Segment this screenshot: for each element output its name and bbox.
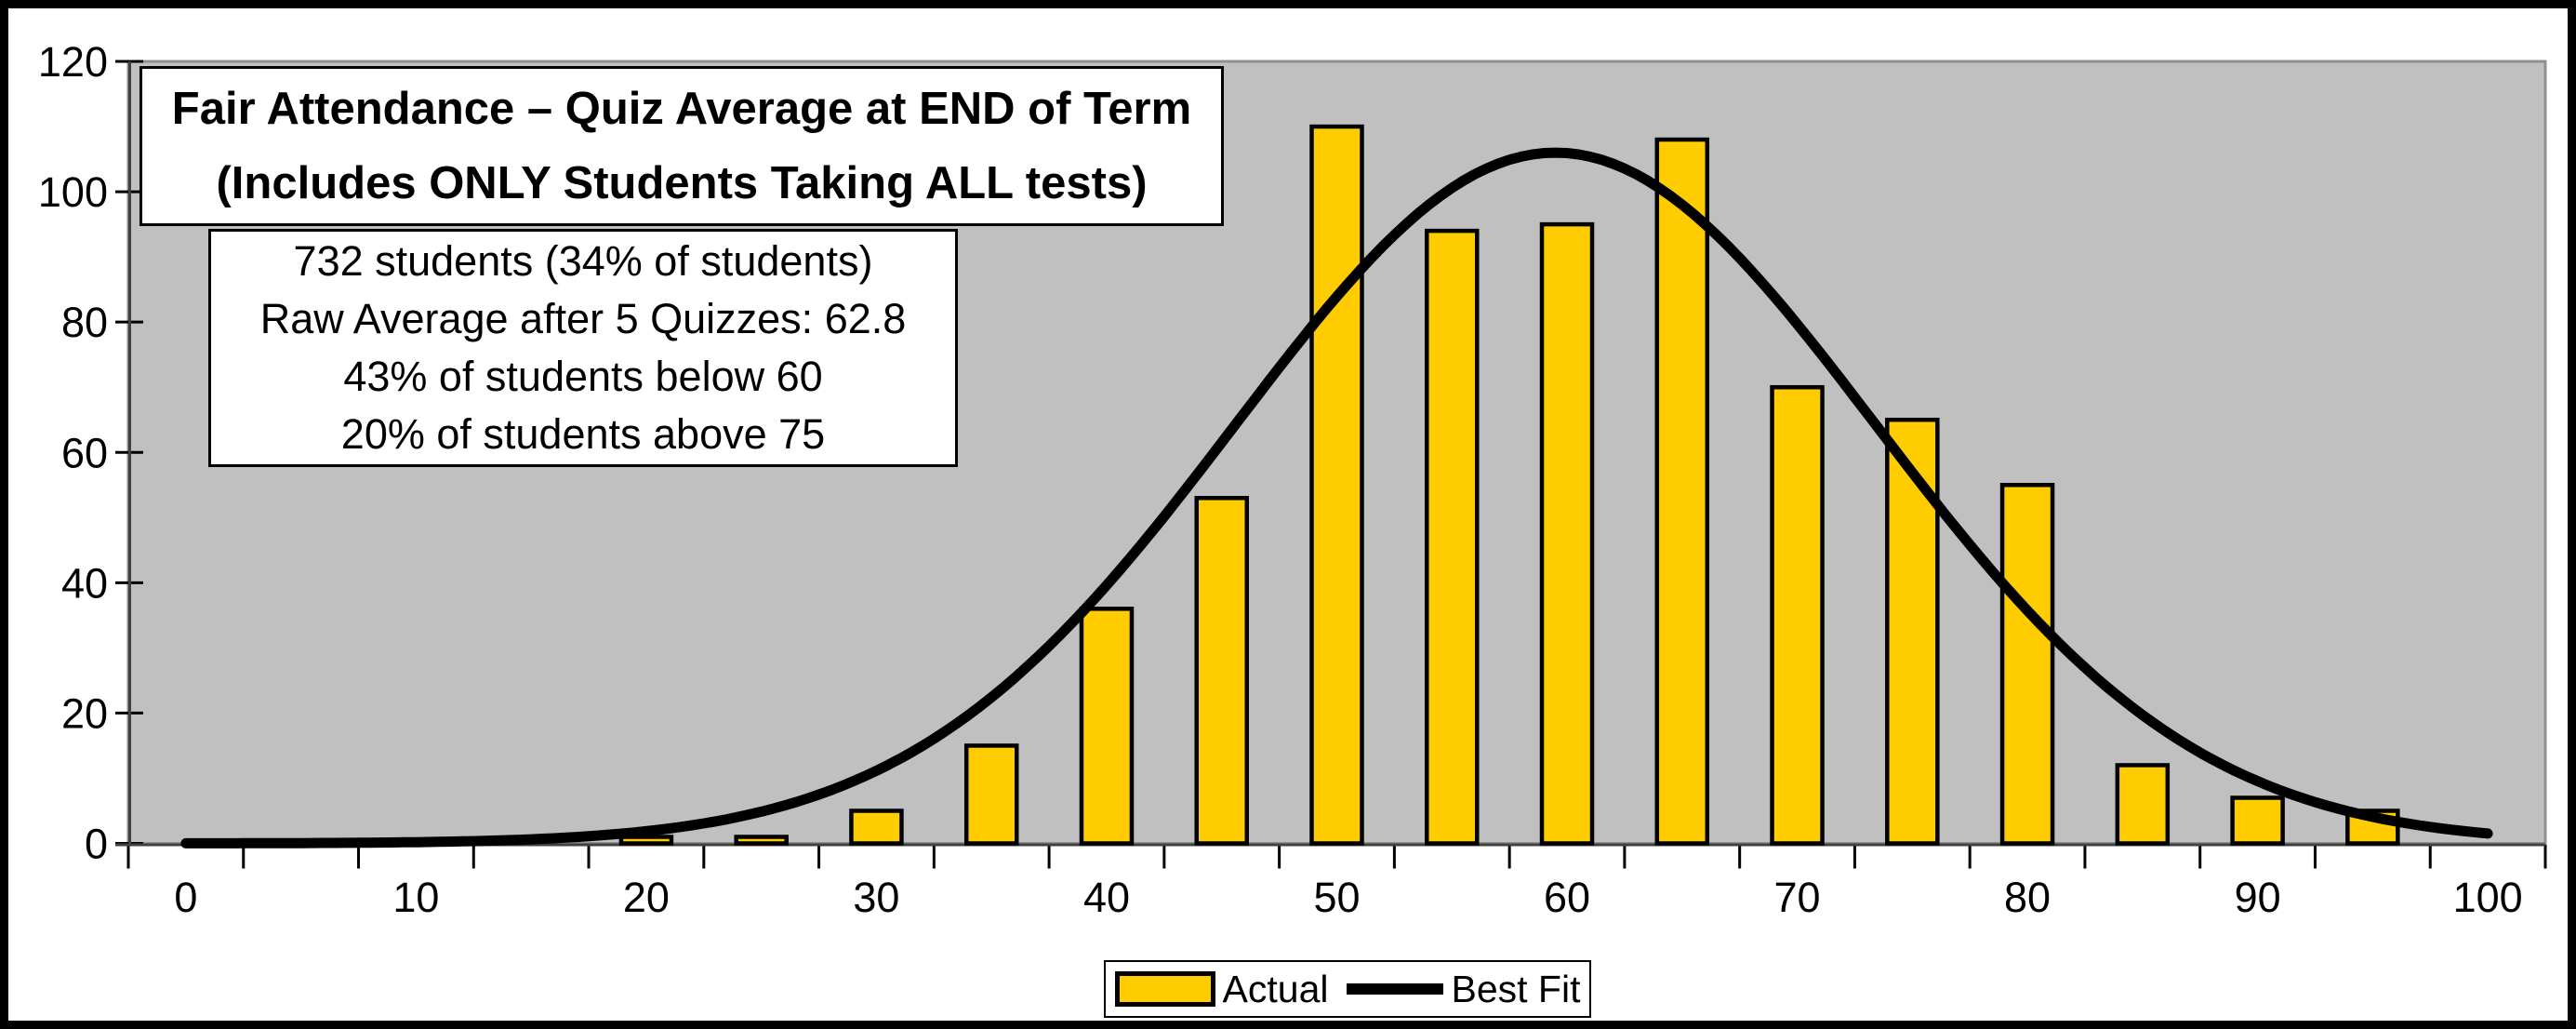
- x-axis-tick-label: 100: [2453, 874, 2523, 921]
- chart-title-box: Fair Attendance – Quiz Average at END of…: [139, 66, 1224, 226]
- stats-line-students: 732 students (34% of students): [293, 237, 873, 285]
- y-axis-tick-label: 40: [61, 559, 108, 607]
- x-axis-tick-label: 80: [2004, 874, 2051, 921]
- actual-bar: [1999, 483, 2055, 846]
- x-axis-tick-label: 60: [1544, 874, 1590, 921]
- actual-bar: [1539, 221, 1595, 846]
- best-fit-curve: [180, 147, 2493, 849]
- actual-bar: [1654, 137, 1710, 846]
- x-axis-tick-label: 10: [392, 874, 439, 921]
- actual-bar: [1309, 124, 1364, 846]
- stats-line-raw-average: Raw Average after 5 Quizzes: 62.8: [259, 295, 907, 342]
- actual-bar: [1079, 607, 1135, 846]
- actual-bar: [734, 835, 789, 846]
- chart-title-line2: (Includes ONLY Students Taking ALL tests…: [216, 158, 1148, 208]
- stats-line-below-60: 43% of students below 60: [343, 353, 823, 400]
- x-axis-tick-label: 20: [623, 874, 670, 921]
- actual-bar: [618, 835, 674, 846]
- x-axis-tick-label: 90: [2235, 874, 2281, 921]
- legend: Actual Best Fit: [1104, 960, 1591, 1018]
- y-axis-tick-label: 0: [85, 821, 108, 868]
- actual-bar: [963, 743, 1019, 846]
- stats-annotation-box: 732 students (34% of students) Raw Avera…: [208, 229, 958, 467]
- legend-actual-label: Actual: [1222, 967, 1329, 1010]
- actual-bar: [2115, 763, 2171, 846]
- legend-actual-swatch-icon: [1114, 971, 1215, 1007]
- x-axis-tick-label: 30: [853, 874, 899, 921]
- x-axis-tick-label: 0: [174, 874, 197, 921]
- actual-bar: [1194, 496, 1249, 846]
- y-axis-tick-label: 100: [38, 168, 108, 216]
- y-axis-tick-label: 60: [61, 429, 108, 476]
- x-axis-tick-label: 70: [1774, 874, 1821, 921]
- y-axis-tick-label: 80: [61, 299, 108, 346]
- chart-canvas: 0 20 40 60 80 100 120 0 10 20 30 40 50 60 70 80 90 100: [38, 38, 2547, 921]
- x-axis-tick-label: 50: [1313, 874, 1360, 921]
- legend-best-fit-line-icon: [1347, 983, 1444, 995]
- actual-bar: [2230, 795, 2285, 846]
- chart-title-line1: Fair Attendance – Quiz Average at END of…: [171, 84, 1192, 134]
- actual-bar: [1770, 384, 1825, 846]
- y-axis-tick-label: 120: [38, 38, 108, 86]
- actual-bar: [849, 808, 904, 846]
- y-axis-tick-label: 20: [61, 689, 108, 737]
- stats-line-above-75: 20% of students above 75: [340, 410, 826, 458]
- legend-best-fit-label: Best Fit: [1451, 967, 1581, 1010]
- actual-bar: [1885, 417, 1940, 846]
- actual-bar: [1425, 228, 1480, 846]
- x-axis-tick-label: 40: [1083, 874, 1130, 921]
